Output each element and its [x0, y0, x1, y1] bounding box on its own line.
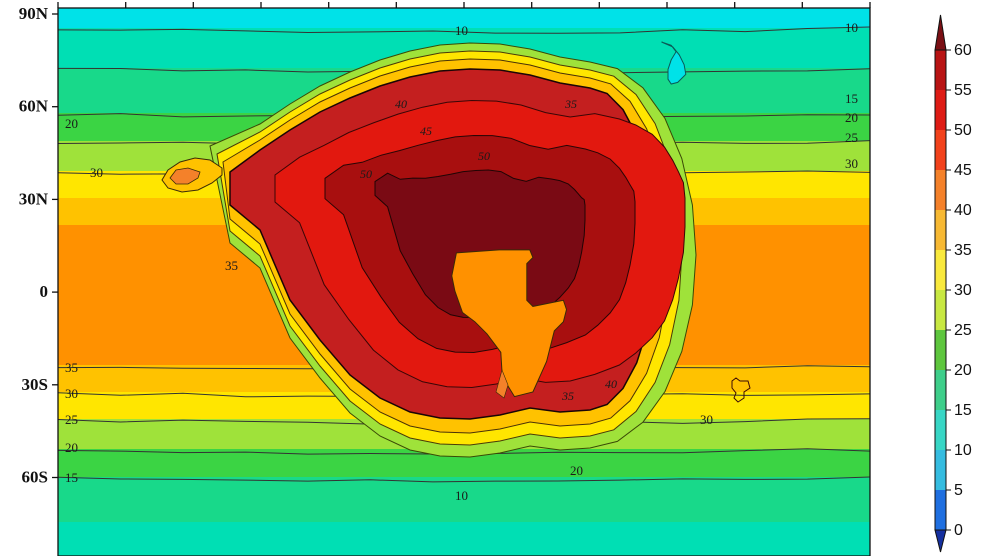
svg-text:10: 10: [455, 488, 468, 503]
svg-text:20: 20: [65, 116, 78, 131]
svg-text:30: 30: [845, 156, 858, 171]
svg-text:40: 40: [395, 97, 407, 111]
svg-text:35: 35: [225, 258, 238, 273]
svg-text:15: 15: [954, 402, 972, 419]
svg-text:35: 35: [561, 389, 574, 403]
svg-text:40: 40: [605, 377, 617, 391]
svg-text:60S: 60S: [22, 468, 48, 487]
svg-text:30S: 30S: [22, 375, 48, 394]
svg-text:90N: 90N: [19, 4, 49, 23]
svg-text:25: 25: [65, 412, 78, 427]
svg-text:30: 30: [65, 386, 78, 401]
svg-text:30: 30: [954, 282, 972, 299]
svg-text:10: 10: [954, 442, 972, 459]
svg-text:20: 20: [954, 362, 972, 379]
svg-text:45: 45: [954, 162, 972, 179]
svg-text:60: 60: [954, 42, 972, 59]
svg-text:55: 55: [954, 82, 972, 99]
svg-text:5: 5: [954, 482, 963, 499]
svg-text:30N: 30N: [19, 189, 49, 208]
svg-text:50: 50: [478, 149, 490, 163]
svg-text:20: 20: [845, 110, 858, 125]
svg-text:50: 50: [360, 167, 372, 181]
svg-text:50: 50: [954, 122, 972, 139]
svg-text:10: 10: [845, 20, 858, 35]
svg-text:25: 25: [954, 322, 972, 339]
svg-text:15: 15: [65, 470, 78, 485]
svg-text:25: 25: [845, 130, 858, 145]
svg-text:35: 35: [65, 360, 78, 375]
svg-text:20: 20: [65, 440, 78, 455]
svg-text:10: 10: [455, 23, 468, 38]
svg-text:20: 20: [570, 463, 583, 478]
svg-text:35: 35: [564, 97, 577, 111]
svg-text:15: 15: [845, 91, 858, 106]
svg-text:40: 40: [954, 202, 972, 219]
svg-text:0: 0: [40, 282, 49, 301]
svg-text:30: 30: [700, 412, 713, 427]
svg-text:35: 35: [954, 242, 972, 259]
svg-text:0: 0: [954, 522, 963, 539]
svg-text:60N: 60N: [19, 97, 49, 116]
svg-text:30: 30: [90, 165, 103, 180]
svg-text:45: 45: [420, 124, 432, 138]
